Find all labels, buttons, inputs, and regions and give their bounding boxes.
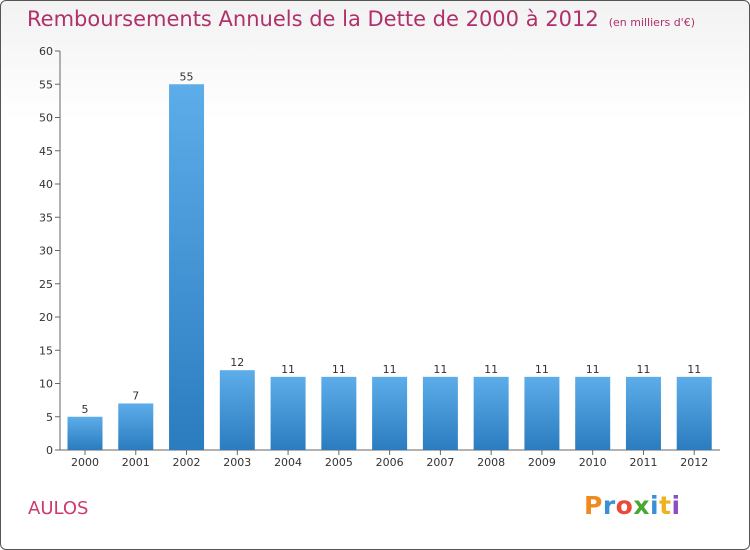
bar — [67, 416, 103, 450]
bar — [422, 376, 458, 450]
y-tick-label: 55 — [39, 78, 53, 91]
logo-letter: r — [602, 491, 616, 520]
x-tick-label: 2010 — [579, 456, 607, 469]
bar — [625, 376, 661, 450]
y-tick-label: 10 — [39, 378, 53, 391]
bar — [169, 84, 205, 450]
y-tick-label: 35 — [39, 211, 53, 224]
data-label: 55 — [180, 70, 194, 83]
data-label: 11 — [332, 363, 346, 376]
chart-title: Remboursements Annuels de la Dette de 20… — [27, 7, 695, 31]
x-tick-label: 2011 — [629, 456, 657, 469]
bar — [372, 376, 408, 450]
x-tick-label: 2006 — [376, 456, 404, 469]
data-label: 11 — [586, 363, 600, 376]
y-tick-label: 60 — [39, 45, 53, 58]
y-tick-label: 15 — [39, 344, 53, 357]
bar — [219, 370, 255, 450]
logo-letter: i — [671, 491, 681, 520]
data-label: 11 — [383, 363, 397, 376]
x-tick-label: 2003 — [223, 456, 251, 469]
data-label: 5 — [82, 403, 89, 416]
x-tick-label: 2002 — [173, 456, 201, 469]
y-tick-label: 30 — [39, 245, 53, 258]
x-tick-label: 2007 — [426, 456, 454, 469]
data-label: 11 — [433, 363, 447, 376]
unit-label: (en milliers d'€) — [608, 16, 695, 29]
x-tick-label: 2004 — [274, 456, 302, 469]
y-tick-label: 45 — [39, 145, 53, 158]
proxiti-logo: Proxiti — [584, 491, 681, 520]
logo-letter: t — [659, 491, 672, 520]
x-tick-label: 2009 — [528, 456, 556, 469]
logo-letter: o — [615, 491, 634, 520]
bar — [118, 403, 154, 450]
x-tick-label: 2012 — [680, 456, 708, 469]
bar — [270, 376, 306, 450]
data-label: 11 — [484, 363, 498, 376]
x-tick-label: 2005 — [325, 456, 353, 469]
x-tick-label: 2008 — [477, 456, 505, 469]
data-label: 11 — [535, 363, 549, 376]
data-label: 11 — [687, 363, 701, 376]
bar — [473, 376, 509, 450]
data-label: 7 — [132, 389, 139, 402]
bar — [575, 376, 611, 450]
x-tick-label: 2001 — [122, 456, 150, 469]
logo-letter: i — [650, 491, 660, 520]
logo-letter: x — [633, 491, 650, 520]
y-tick-label: 50 — [39, 112, 53, 125]
data-label: 11 — [281, 363, 295, 376]
data-label: 12 — [230, 356, 244, 369]
place-name: AULOS — [28, 498, 89, 519]
bar — [676, 376, 712, 450]
y-tick-label: 5 — [46, 411, 53, 424]
bar — [524, 376, 560, 450]
data-label: 11 — [636, 363, 650, 376]
y-tick-label: 25 — [39, 278, 53, 291]
bar — [321, 376, 357, 450]
y-tick-label: 0 — [46, 444, 53, 457]
y-tick-label: 20 — [39, 311, 53, 324]
x-tick-label: 2000 — [71, 456, 99, 469]
y-tick-label: 40 — [39, 178, 53, 191]
logo-letter: P — [584, 491, 603, 520]
